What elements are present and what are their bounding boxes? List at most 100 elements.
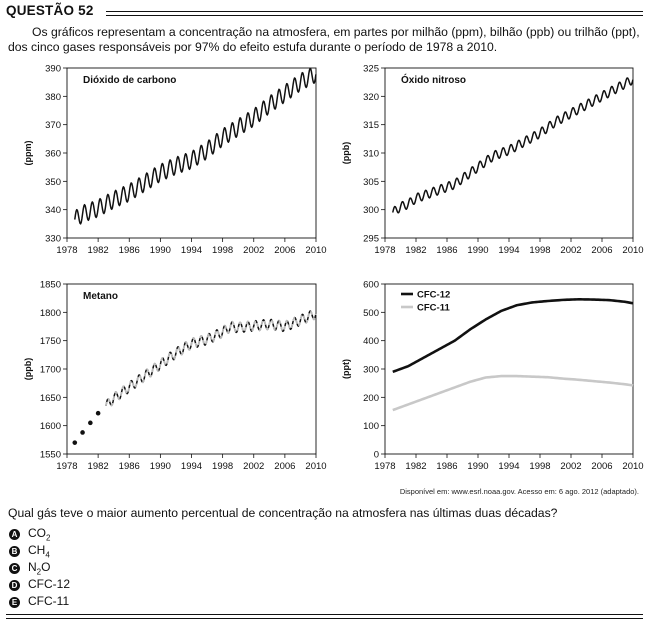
x-tick-label: 2002 <box>560 461 581 472</box>
y-tick-label: 1650 <box>40 393 61 404</box>
x-tick-label: 2002 <box>560 245 581 256</box>
option-label: CFC-11 <box>28 594 70 609</box>
option-letter-badge: D <box>9 580 20 591</box>
y-tick-label: 200 <box>363 393 379 404</box>
data-point <box>80 430 85 435</box>
series-line <box>105 310 317 407</box>
charts-figure: 330 340 350 360 370 380 390 1978 1982 1986 1990 199… <box>23 64 644 473</box>
y-tick-label: 305 <box>363 177 379 188</box>
option-letter-badge: E <box>9 597 20 608</box>
answer-options: A CO2 B CH4 C N2O D CFC-12 E CFC-11 <box>9 526 70 611</box>
option-letter-badge: B <box>9 546 20 557</box>
chart-title: Óxido nitroso <box>401 73 466 86</box>
x-tick-label: 2010 <box>622 245 643 256</box>
y-tick-label: 390 <box>45 64 61 75</box>
x-tick-label: 1998 <box>529 461 550 472</box>
y-tick-label: 400 <box>363 336 379 347</box>
x-tick-label: 2010 <box>305 245 326 256</box>
series-line <box>392 77 634 214</box>
header-rule <box>106 15 643 16</box>
question-text: Qual gás teve o maior aumento percentual… <box>8 506 558 520</box>
data-point <box>95 410 101 416</box>
x-tick-label: 2002 <box>243 245 264 256</box>
y-tick-label: 315 <box>363 120 379 131</box>
y-tick-label: 100 <box>363 421 379 432</box>
x-tick-label: 1978 <box>374 461 395 472</box>
chart-title: Dióxido de carbono <box>83 75 176 86</box>
x-tick-label: 2006 <box>591 245 612 256</box>
y-tick-label: 310 <box>363 149 379 160</box>
y-tick-label: 300 <box>363 365 379 376</box>
x-tick-label: 2006 <box>274 461 295 472</box>
series-line-cfc-11 <box>392 374 634 412</box>
x-tick-label: 1978 <box>56 461 77 472</box>
source-citation: Disponível em: www.esrl.noaa.gov. Acesso… <box>399 487 639 496</box>
y-tick-label: 380 <box>45 92 61 103</box>
series-line <box>74 67 317 225</box>
option-label: CH4 <box>28 543 50 560</box>
y-tick-label: 325 <box>363 64 379 75</box>
data-point <box>72 440 78 445</box>
y-tick-label: 1550 <box>40 450 61 461</box>
x-tick-label: 1978 <box>374 245 395 256</box>
x-tick-label: 1978 <box>56 245 77 256</box>
y-tick-label: 600 <box>363 280 379 291</box>
y-axis-label: (ppm) <box>23 141 33 166</box>
option-label: N2O <box>28 560 51 577</box>
legend-label: CFC-12 <box>417 290 450 301</box>
option-e[interactable]: E CFC-11 <box>9 594 70 611</box>
x-tick-label: 1990 <box>467 461 488 472</box>
y-tick-label: 370 <box>45 120 61 131</box>
footer-rule <box>6 614 643 615</box>
x-tick-label: 1994 <box>181 245 202 256</box>
y-tick-label: 360 <box>45 149 61 160</box>
question-number: QUESTÃO 52 <box>6 3 94 18</box>
y-tick-label: 330 <box>45 234 61 245</box>
x-tick-label: 1986 <box>119 461 140 472</box>
option-c[interactable]: C N2O <box>9 560 70 577</box>
x-tick-label: 1998 <box>212 245 233 256</box>
option-d[interactable]: D CFC-12 <box>9 577 70 594</box>
y-tick-label: 300 <box>363 205 379 216</box>
x-tick-label: 2010 <box>622 461 643 472</box>
option-a[interactable]: A CO2 <box>9 526 70 543</box>
x-tick-label: 1998 <box>529 245 550 256</box>
chart-title: Metano <box>83 291 118 302</box>
y-tick-label: 295 <box>363 234 379 245</box>
x-tick-label: 1990 <box>150 245 171 256</box>
x-tick-label: 1982 <box>405 461 426 472</box>
y-tick-label: 500 <box>363 308 379 319</box>
y-tick-label: 1700 <box>40 365 61 376</box>
series-line-cfc-12 <box>392 297 634 374</box>
x-tick-label: 1998 <box>212 461 233 472</box>
x-tick-label: 1982 <box>88 245 109 256</box>
y-axis-label: (ppt) <box>341 359 351 379</box>
x-tick-label: 1986 <box>436 461 457 472</box>
x-tick-label: 1994 <box>498 245 519 256</box>
series-line <box>105 310 317 407</box>
y-tick-label: 1800 <box>40 308 61 319</box>
header-rule <box>106 11 643 12</box>
x-tick-label: 1990 <box>467 245 488 256</box>
x-tick-label: 1982 <box>405 245 426 256</box>
y-tick-label: 320 <box>363 92 379 103</box>
option-label: CFC-12 <box>28 577 71 592</box>
option-b[interactable]: B CH4 <box>9 543 70 560</box>
option-label: CO2 <box>28 526 51 543</box>
y-tick-label: 340 <box>45 205 61 216</box>
legend-label: CFC-11 <box>417 303 450 314</box>
y-tick-label: 1850 <box>40 280 61 291</box>
intro-text: Os gráficos representam a concentração n… <box>8 25 640 54</box>
question-header: QUESTÃO 52 <box>6 3 643 21</box>
x-tick-label: 1994 <box>181 461 202 472</box>
option-letter-badge: A <box>9 529 20 540</box>
x-tick-label: 1994 <box>498 461 519 472</box>
option-letter-badge: C <box>9 563 20 574</box>
data-point <box>88 420 93 426</box>
y-axis-label: (ppb) <box>341 142 351 165</box>
footer-rule <box>6 618 643 619</box>
x-tick-label: 1986 <box>119 245 140 256</box>
x-tick-label: 2010 <box>305 461 326 472</box>
plot-frame <box>66 283 317 455</box>
x-tick-label: 2002 <box>243 461 264 472</box>
